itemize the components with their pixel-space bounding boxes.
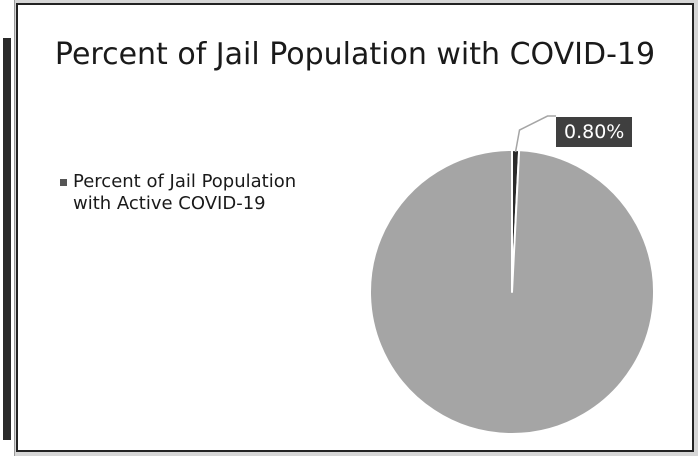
data-label-active: 0.80%: [556, 117, 633, 147]
pie-chart: [369, 115, 656, 435]
legend: Percent of Jail Population with Active C…: [60, 171, 340, 215]
left-panel-bar: [3, 38, 11, 440]
chart-title: Percent of Jail Population with COVID-19: [54, 37, 656, 72]
legend-swatch: [60, 179, 67, 186]
left-panel-edge: [0, 0, 15, 456]
data-label-leader-line: [514, 115, 556, 153]
chart-frame: Percent of Jail Population with COVID-19…: [16, 3, 694, 452]
legend-label: Percent of Jail Population with Active C…: [73, 171, 297, 214]
pie-slice-1: [369, 149, 656, 435]
